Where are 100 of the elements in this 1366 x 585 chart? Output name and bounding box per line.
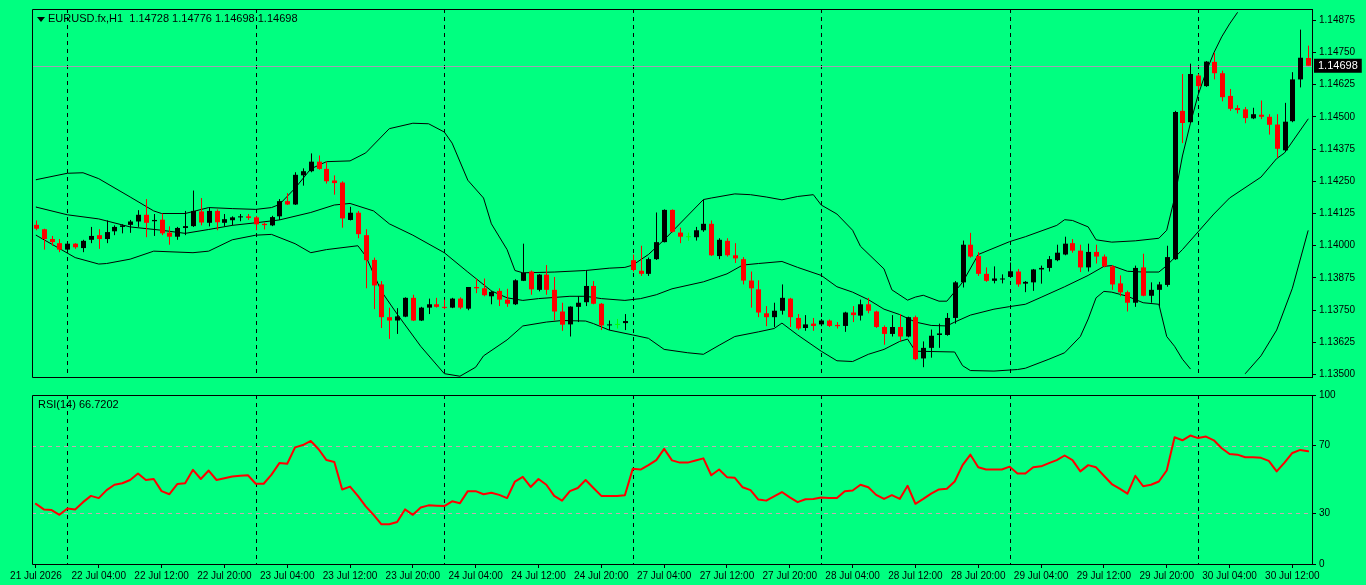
y-tick-label: 1.14875 [1319, 13, 1356, 25]
candlestick [968, 232, 973, 259]
candlestick [1298, 29, 1303, 88]
candlestick [97, 228, 102, 250]
candlestick [599, 302, 604, 331]
candlestick [1180, 73, 1185, 144]
candlestick [207, 207, 212, 227]
y-tick-label: 1.14125 [1319, 207, 1356, 219]
candlestick [756, 279, 761, 318]
candlestick [1118, 274, 1123, 297]
candlestick [277, 198, 282, 221]
candlestick [387, 307, 392, 340]
candlestick [749, 271, 754, 309]
candlestick [882, 324, 887, 346]
y-tick-label: 30 [1319, 507, 1331, 519]
candlestick [521, 243, 526, 282]
y-tick-label: 1.14500 [1319, 110, 1356, 122]
candlestick [772, 302, 777, 328]
x-tick-label: 29 Jul 04:00 [1013, 569, 1069, 581]
candlestick [701, 199, 706, 233]
y-tick-label: 1.14000 [1319, 239, 1356, 251]
candlestick [215, 208, 220, 231]
candlestick [1157, 281, 1162, 307]
candlestick [560, 302, 565, 332]
candlestick [639, 245, 644, 277]
candlestick [513, 278, 518, 306]
candlestick [929, 329, 934, 359]
candlestick [199, 197, 204, 226]
candlestick [324, 161, 329, 185]
candlestick [505, 288, 510, 308]
x-tick-label: 24 Jul 20:00 [574, 569, 629, 581]
candlestick [144, 198, 149, 238]
candlestick [1212, 52, 1217, 80]
x-tick-label: 30 Jul 04:00 [1202, 569, 1258, 581]
y-tick-label: 70 [1319, 439, 1331, 451]
x-tick-label: 24 Jul 04:00 [448, 569, 504, 581]
candlestick [670, 208, 675, 234]
y-tick-label: 1.14750 [1319, 46, 1356, 58]
x-tick-label: 28 Jul 12:00 [888, 569, 944, 581]
candlestick [780, 283, 785, 316]
x-tick-label: 22 Jul 12:00 [134, 569, 190, 581]
candlestick [1220, 70, 1225, 102]
x-tick-label: 23 Jul 12:00 [322, 569, 378, 581]
candlestick [1259, 100, 1264, 120]
x-tick-label: 27 Jul 04:00 [636, 569, 692, 581]
candlestick [741, 256, 746, 285]
candlestick [858, 299, 863, 322]
candlestick [921, 340, 926, 368]
candlestick [654, 211, 659, 261]
candlestick [1110, 264, 1115, 291]
candlestick [788, 297, 793, 328]
y-tick-label: 0 [1319, 557, 1325, 569]
candlestick [717, 237, 722, 260]
candlestick [976, 251, 981, 277]
candlestick [105, 219, 110, 244]
candlestick [568, 305, 573, 338]
candlestick [544, 264, 549, 296]
candlestick [160, 213, 165, 236]
y-tick-label: 1.13625 [1319, 336, 1356, 348]
candlestick [1086, 243, 1091, 273]
candlestick [843, 311, 848, 333]
candlestick [529, 269, 534, 296]
x-tick-label: 23 Jul 04:00 [259, 569, 315, 581]
candlestick [1306, 45, 1311, 67]
chart-title: EURUSD.fx,H1 1.14728 1.14776 1.14698 1.14698 [48, 12, 298, 25]
candlestick [725, 237, 730, 258]
candlestick [1125, 290, 1130, 312]
y-tick-label: 1.14375 [1319, 142, 1356, 154]
candlestick [764, 305, 769, 327]
candlestick [1094, 244, 1099, 265]
candlestick [167, 225, 172, 246]
x-tick-label: 28 Jul 04:00 [825, 569, 881, 581]
y-tick-label: 100 [1319, 388, 1337, 400]
x-tick-label: 27 Jul 20:00 [762, 569, 818, 581]
x-tick-label: 22 Jul 04:00 [71, 569, 127, 581]
x-tick-label: 27 Jul 12:00 [699, 569, 755, 581]
y-tick-label: 1.13750 [1319, 303, 1356, 315]
x-tick-label: 24 Jul 12:00 [511, 569, 567, 581]
candlestick [411, 294, 416, 322]
candlestick [614, 318, 621, 330]
candlestick [552, 276, 557, 322]
candlestick [733, 242, 738, 264]
x-tick-label: 29 Jul 20:00 [1139, 569, 1195, 581]
y-tick-label: 1.13875 [1319, 271, 1356, 283]
candlestick [1228, 88, 1233, 112]
candlestick [1149, 281, 1154, 304]
y-tick-label: 1.14250 [1319, 175, 1356, 187]
candlestick [898, 313, 903, 342]
candlestick [1078, 244, 1083, 273]
candlestick [466, 286, 471, 311]
candlestick [395, 307, 400, 335]
candlestick [191, 190, 196, 228]
candlestick [332, 174, 337, 196]
x-tick-label: 30 Jul 12:00 [1265, 569, 1321, 581]
candlestick [890, 314, 895, 338]
y-tick-label: 1.13500 [1319, 368, 1356, 380]
candlestick [1267, 113, 1272, 136]
ref-line-label: 1.14698 [1318, 58, 1358, 71]
candlestick [309, 152, 314, 173]
candlestick [183, 210, 188, 236]
